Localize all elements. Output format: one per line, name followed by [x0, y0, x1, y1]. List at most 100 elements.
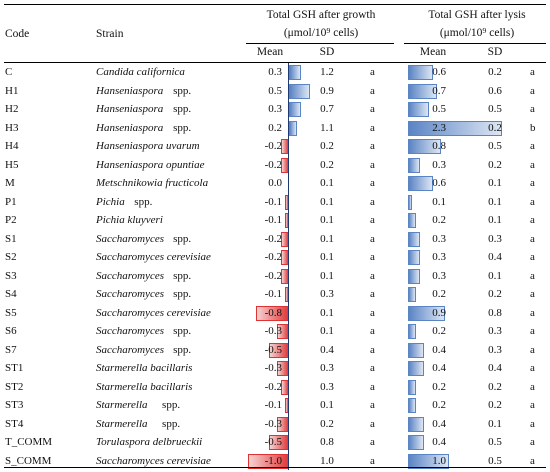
- cell-lysis-sd: 0.5: [488, 140, 502, 152]
- growth-zero-axis: [288, 192, 289, 211]
- cell-lysis-mean: 0.6: [432, 177, 446, 189]
- lysis-mean-bar: [408, 268, 421, 284]
- cell-lysis-group: a: [530, 195, 535, 208]
- cell-growth-mean: -0.1: [264, 214, 282, 226]
- table-row: ST1 Starmerella bacillaris -0.3 0.3 a 0.4 0.4 a: [0, 359, 550, 378]
- cell-lysis-mean: 0.3: [432, 251, 446, 263]
- header-growth-sd: SD: [319, 46, 335, 58]
- header-lysis-unit: (μmol/10⁹ cells): [439, 27, 515, 39]
- cell-lysis-mean: 0.4: [432, 417, 446, 430]
- cell-growth-sd: 0.1: [320, 232, 334, 245]
- cell-lysis-sd: 0.2: [488, 399, 502, 411]
- cell-strain: Saccharomyces: [96, 288, 165, 300]
- cell-code: P1: [5, 195, 17, 208]
- growth-zero-axis: [288, 322, 289, 341]
- table-row: P2 Pichia kluyveri -0.1 0.1 a 0.2 0.1 a: [0, 211, 550, 230]
- lysis-mean-bar: [408, 250, 421, 265]
- cell-lysis-sd: 0.4: [488, 251, 502, 263]
- cell-lysis-sd: 0.3: [488, 232, 502, 245]
- growth-zero-axis: [288, 229, 289, 248]
- cell-growth-mean: -0.1: [264, 288, 282, 300]
- cell-strain: Pichia: [96, 195, 125, 208]
- growth-zero-axis: [288, 359, 289, 378]
- table-row: ST2 Starmerella bacillaris -0.2 0.3 a 0.2 0.2 a: [0, 377, 550, 396]
- cell-growth-mean: 0.3: [268, 103, 282, 115]
- growth-zero-axis: [288, 137, 289, 156]
- cell-lysis-mean: 0.5: [432, 103, 446, 115]
- cell-strain: Torulaspora delbrueckii: [96, 436, 203, 448]
- cell-strain-suffix: spp.: [173, 269, 192, 282]
- cell-growth-sd: 1.0: [320, 454, 334, 467]
- cell-lysis-group: a: [530, 454, 535, 467]
- cell-growth-sd: 0.1: [320, 177, 334, 189]
- cell-lysis-sd: 0.1: [488, 177, 502, 189]
- cell-growth-group: a: [370, 399, 375, 411]
- table-row: S3 Saccharomyces spp. -0.2 0.1 a 0.3 0.1 a: [0, 266, 550, 285]
- growth-zero-axis: [288, 118, 289, 137]
- header-lysis-mean: Mean: [419, 46, 447, 58]
- cell-lysis-mean: 0.2: [432, 214, 446, 226]
- lysis-mean-bar: [408, 398, 417, 413]
- cell-lysis-mean: 1.0: [432, 454, 446, 467]
- cell-code: S_COMM: [5, 454, 52, 467]
- table-row: T_COMM Torulaspora delbrueckii -0.5 0.8 a 0.4…: [0, 433, 550, 452]
- table-row: S1 Saccharomyces spp. -0.2 0.1 a 0.3 0.3 a: [0, 229, 550, 248]
- table-row: H5 Hanseniaspora opuntiae -0.2 0.2 a 0.3 0.2 a: [0, 155, 550, 174]
- cell-lysis-group: a: [530, 343, 535, 356]
- cell-lysis-mean: 0.3: [432, 158, 446, 171]
- growth-zero-axis: [288, 155, 289, 174]
- cell-growth-mean: -0.3: [264, 362, 282, 374]
- cell-growth-group: a: [370, 325, 375, 337]
- cell-growth-sd: 0.3: [320, 380, 334, 393]
- cell-lysis-group: a: [530, 158, 535, 171]
- growth-zero-axis: [288, 211, 289, 230]
- cell-growth-group: a: [370, 436, 375, 448]
- table-row: S5 Saccharomyces cerevisiae -0.8 0.1 a 0.9 0.8…: [0, 303, 550, 322]
- cell-strain-suffix: spp.: [173, 121, 192, 134]
- table-row: S7 Saccharomyces spp. -0.5 0.4 a 0.4 0.3 a: [0, 340, 550, 359]
- table-row: H4 Hanseniaspora uvarum -0.2 0.2 a 0.8 0.5 a: [0, 137, 550, 156]
- cell-lysis-group: a: [530, 380, 535, 393]
- cell-growth-mean: -1.0: [264, 454, 282, 467]
- cell-lysis-mean: 0.3: [432, 232, 446, 245]
- cell-lysis-group: a: [530, 232, 535, 245]
- cell-growth-sd: 0.1: [320, 399, 334, 411]
- cell-code: S2: [5, 251, 17, 263]
- lysis-mean-bar: [408, 361, 425, 376]
- cell-lysis-group: a: [530, 140, 535, 152]
- cell-strain: Pichia kluyveri: [96, 214, 163, 226]
- cell-lysis-group: a: [530, 306, 535, 319]
- cell-strain: Saccharomyces cerevisiae: [96, 306, 211, 319]
- header-lysis-title: Total GSH after lysis: [428, 9, 526, 21]
- cell-growth-sd: 0.4: [320, 343, 334, 356]
- cell-strain-suffix: spp.: [173, 288, 192, 300]
- cell-lysis-mean: 0.8: [432, 140, 446, 152]
- cell-growth-mean: -0.2: [264, 158, 282, 171]
- cell-lysis-sd: 0.6: [488, 84, 502, 97]
- cell-growth-group: a: [370, 158, 375, 171]
- growth-zero-axis: [288, 266, 289, 285]
- cell-lysis-mean: 0.2: [432, 380, 446, 393]
- table-row: H1 Hanseniaspora spp. 0.5 0.9 a 0.7 0.6 a: [0, 81, 550, 100]
- growth-mean-bar: [289, 65, 302, 80]
- group-rule-growth: [246, 43, 394, 44]
- growth-mean-bar: [289, 83, 310, 99]
- lysis-mean-bar: [408, 231, 421, 247]
- cell-growth-sd: 1.1: [320, 121, 334, 134]
- table-row: C Candida californica 0.3 1.2 a 0.6 0.2 a: [0, 63, 550, 82]
- cell-growth-sd: 0.1: [320, 306, 334, 319]
- cell-growth-mean: -0.5: [264, 436, 282, 448]
- cell-code: H5: [5, 158, 19, 171]
- cell-code: S1: [5, 232, 17, 245]
- cell-lysis-group: a: [530, 177, 535, 189]
- cell-growth-mean: -0.8: [264, 306, 282, 319]
- cell-growth-mean: -0.5: [264, 343, 282, 356]
- cell-lysis-group: a: [530, 214, 535, 226]
- cell-growth-group: a: [370, 84, 375, 97]
- group-rule-lysis: [404, 43, 546, 44]
- cell-lysis-sd: 0.2: [488, 288, 502, 300]
- cell-growth-mean: 0.3: [268, 66, 282, 78]
- cell-growth-group: a: [370, 251, 375, 263]
- lysis-mean-bar: [408, 102, 429, 117]
- lysis-mean-bar: [408, 416, 425, 432]
